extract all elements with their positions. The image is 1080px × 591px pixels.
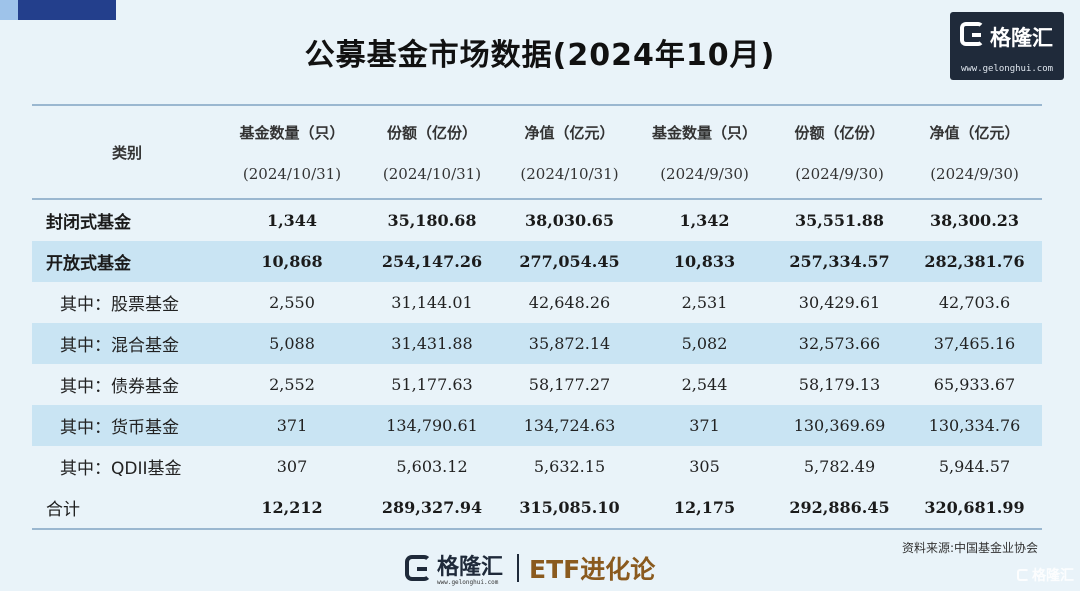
table-row: 其中：QDII基金 307 5,603.12 5,632.15 305 5,78…	[32, 446, 1042, 487]
cell: 42,703.6	[938, 293, 1011, 312]
column-name: ETF进化论	[529, 555, 656, 584]
cell: 315,085.10	[519, 498, 620, 517]
cell: 5,603.12	[396, 457, 468, 476]
cell: 5,088	[269, 334, 315, 353]
cell: 130,369.69	[793, 416, 886, 435]
cell: 58,179.13	[798, 375, 881, 394]
row-label: 其中：债券基金	[60, 377, 179, 397]
cell: 320,681.99	[924, 498, 1025, 517]
row-label: 其中：货币基金	[60, 418, 179, 438]
cell: 37,465.16	[933, 334, 1016, 353]
cell: 10,868	[261, 252, 323, 271]
cell: 5,632.15	[533, 457, 606, 476]
table-header: 类别 基金数量（只） (2024/10/31) 份额（亿份） (2024/10/31…	[32, 105, 1042, 199]
cell: 371	[276, 416, 308, 435]
cell: 5,782.49	[803, 457, 876, 476]
header-col: 份额（亿份） (2024/10/31)	[382, 123, 482, 183]
cell: 1,344	[266, 211, 318, 230]
cell: 257,334.57	[789, 252, 890, 271]
cell: 65,933.67	[933, 375, 1016, 394]
cell: 30,429.61	[798, 293, 881, 312]
header-col: 基金数量（只） (2024/9/30)	[651, 123, 757, 183]
cell: 51,177.63	[391, 375, 473, 394]
footer-brand: 格隆汇 www.gelonghui.com ETF进化论	[405, 550, 655, 586]
header-col: 份额（亿份） (2024/9/30)	[794, 123, 885, 183]
cell: 134,790.61	[386, 416, 478, 435]
table-row: 其中：债券基金 2,552 51,177.63 58,177.27 2,544 …	[32, 364, 1042, 405]
page-title: 公募基金市场数据(2024年10月)	[304, 38, 776, 73]
header-col: 净值（亿元） (2024/9/30)	[929, 123, 1020, 183]
cell: 35,872.14	[528, 334, 611, 353]
fund-data-table: 类别 基金数量（只） (2024/10/31) 份额（亿份） (2024/10/31…	[32, 104, 1042, 530]
cell: 5,944.57	[938, 457, 1011, 476]
table-row: 封闭式基金 1,344 35,180.68 38,030.65 1,342 35…	[32, 199, 1042, 241]
cell: 305	[689, 457, 720, 476]
header-category: 类别	[111, 143, 142, 162]
source-note: 资料来源:中国基金业协会	[901, 541, 1038, 555]
cell: 289,327.94	[381, 498, 483, 517]
cell: 58,177.27	[528, 375, 611, 394]
cell: 134,724.63	[523, 416, 616, 435]
row-label: 其中：股票基金	[60, 295, 179, 315]
cell: 254,147.26	[381, 252, 483, 271]
cell: 32,573.66	[798, 334, 881, 353]
brand-logo: 格隆汇 www.gelonghui.com	[950, 12, 1064, 80]
row-label: 合计	[46, 500, 80, 520]
cell: 282,381.76	[924, 252, 1025, 271]
cell: 31,144.01	[391, 293, 473, 312]
cell: 277,054.45	[519, 252, 620, 271]
cell: 130,334.76	[928, 416, 1021, 435]
cell: 2,531	[681, 293, 728, 312]
header-col: 基金数量（只） (2024/10/31)	[239, 123, 345, 183]
header-col: 净值（亿元） (2024/10/31)	[520, 123, 619, 183]
watermark-logo-icon	[1017, 569, 1029, 581]
cell: 292,886.45	[789, 498, 890, 517]
table-row: 开放式基金 10,868 254,147.26 277,054.45 10,83…	[32, 241, 1042, 282]
corner-accent	[0, 0, 116, 20]
cell: 35,180.68	[387, 211, 477, 230]
cell: 2,550	[269, 293, 315, 312]
watermark: 格隆汇	[1017, 565, 1074, 585]
cell: 10,833	[673, 252, 736, 271]
cell: 38,300.23	[929, 211, 1020, 230]
cell: 1,342	[679, 211, 730, 230]
cell: 2,552	[269, 375, 315, 394]
gelonghui-logo-icon	[405, 555, 431, 581]
row-label: 其中：混合基金	[60, 336, 179, 356]
cell: 12,175	[673, 498, 736, 517]
cell: 31,431.88	[391, 334, 473, 353]
footer-brand-url: www.gelonghui.com	[437, 579, 499, 586]
footer-divider	[517, 554, 520, 582]
table-row: 其中：股票基金 2,550 31,144.01 42,648.26 2,531 …	[32, 282, 1042, 323]
brand-url: www.gelonghui.com	[960, 64, 1054, 74]
cell: 12,212	[261, 498, 323, 517]
cell: 42,648.26	[528, 293, 611, 312]
cell: 307	[276, 457, 308, 476]
cell: 5,082	[681, 334, 728, 353]
table-row: 其中：货币基金 371 134,790.61 134,724.63 371 13…	[32, 405, 1042, 446]
cell: 38,030.65	[524, 211, 615, 230]
row-label: 开放式基金	[46, 254, 131, 274]
row-label: 封闭式基金	[46, 213, 131, 233]
table-row: 其中：混合基金 5,088 31,431.88 35,872.14 5,082 …	[32, 323, 1042, 364]
row-label: 其中：QDII基金	[60, 459, 182, 479]
brand-name: 格隆汇	[990, 26, 1053, 50]
cell: 2,544	[681, 375, 728, 394]
footer-brand-name: 格隆汇	[437, 555, 504, 580]
table-row-total: 合计 12,212 289,327.94 315,085.10 12,175 2…	[32, 487, 1042, 529]
cell: 371	[689, 416, 720, 435]
cell: 35,551.88	[794, 211, 885, 230]
gelonghui-logo-icon	[960, 22, 984, 46]
